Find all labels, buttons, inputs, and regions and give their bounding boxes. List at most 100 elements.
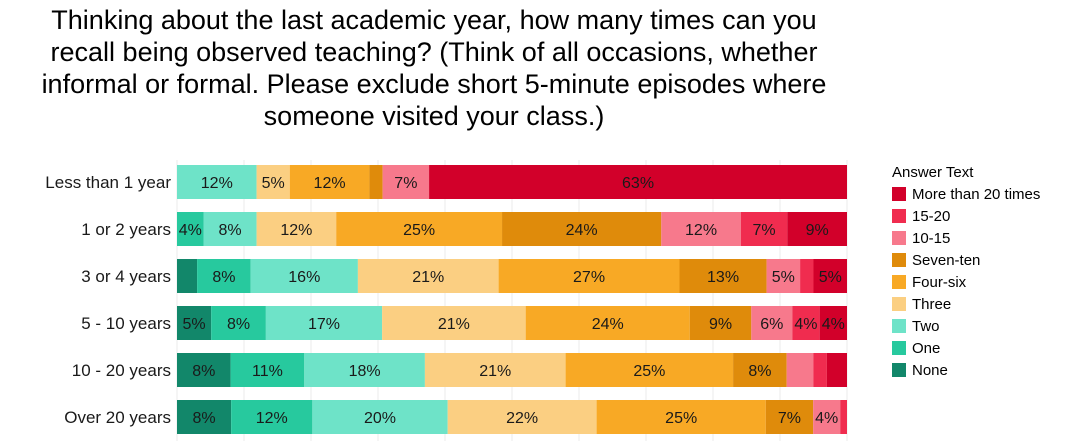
y-axis-tick-labels: Less than 1 year 1 or 2 years 3 or 4 years… xyxy=(45,173,171,427)
bar-segment xyxy=(525,306,690,340)
bar-segment xyxy=(250,259,358,293)
legend-swatch xyxy=(892,297,906,311)
data-label: 4% xyxy=(815,410,838,427)
legend-item: Four-six xyxy=(892,271,1040,293)
bar-segment xyxy=(211,306,266,340)
bar-segment xyxy=(197,259,251,293)
legend-label: Three xyxy=(912,295,952,313)
data-label: 11% xyxy=(252,363,283,380)
gridlines xyxy=(176,160,848,441)
bar-segment xyxy=(382,165,430,199)
bar-segment xyxy=(231,400,313,434)
data-label: 9% xyxy=(806,222,829,239)
bar-segment xyxy=(357,259,499,293)
bar-segment xyxy=(256,165,290,199)
data-label: 8% xyxy=(219,222,242,239)
legend-title: Answer Text xyxy=(892,164,974,181)
legend-label: 15-20 xyxy=(912,207,951,225)
data-label: 7% xyxy=(753,222,776,239)
y-tick-label: 10 - 20 years xyxy=(72,361,171,380)
bar-segment xyxy=(265,306,383,340)
bar-segment xyxy=(502,212,662,246)
data-label: 21% xyxy=(438,316,470,333)
legend-label: Seven-ten xyxy=(912,251,981,269)
bar-segment xyxy=(661,212,741,246)
data-label: 24% xyxy=(566,222,598,239)
legend-swatch xyxy=(892,209,906,223)
bar-segment xyxy=(787,212,847,246)
bar-segment xyxy=(786,353,814,387)
bar-segment xyxy=(498,259,680,293)
bar-segment xyxy=(792,306,820,340)
legend-swatch xyxy=(892,231,906,245)
bar-segment xyxy=(813,353,827,387)
data-label: 7% xyxy=(778,410,801,427)
legend-swatch xyxy=(892,341,906,355)
bar-segment xyxy=(312,400,448,434)
data-label: 5% xyxy=(183,316,206,333)
bar-segment xyxy=(230,353,305,387)
legend-item: More than 20 times xyxy=(892,183,1040,205)
bar-segment xyxy=(596,400,766,434)
bar-segment xyxy=(766,259,801,293)
data-label: 27% xyxy=(573,269,605,286)
bar-segment xyxy=(819,306,847,340)
bar-segment xyxy=(447,400,597,434)
data-label: 7% xyxy=(394,175,417,192)
data-label: 8% xyxy=(748,363,771,380)
legend-label: More than 20 times xyxy=(912,185,1041,203)
bar-segment xyxy=(565,353,734,387)
data-label: 12% xyxy=(201,175,233,192)
bar-segment xyxy=(679,259,767,293)
legend-swatch xyxy=(892,319,906,333)
chart-title-line: informal or formal. Please exclude short… xyxy=(41,69,827,99)
legend-label: Two xyxy=(912,317,940,335)
bar-segment xyxy=(424,353,566,387)
data-label: 4% xyxy=(794,316,817,333)
legend-swatch xyxy=(892,253,906,267)
legend-label: Four-six xyxy=(912,273,967,291)
bar-segment xyxy=(177,400,232,434)
bar-segment xyxy=(733,353,787,387)
chart-title-line: Thinking about the last academic year, h… xyxy=(51,5,817,35)
data-label: 25% xyxy=(403,222,435,239)
bar-segment xyxy=(256,212,337,246)
bar-segment xyxy=(177,259,198,293)
legend: Answer Text More than 20 times 15-20 10-15… xyxy=(892,163,1040,381)
bar-segments xyxy=(177,165,847,434)
bar-segment xyxy=(813,400,841,434)
legend-label: 10-15 xyxy=(912,229,951,247)
bar-segment xyxy=(203,212,257,246)
legend-item: Three xyxy=(892,293,1040,315)
bar-segment xyxy=(813,259,847,293)
y-tick-label: 5 - 10 years xyxy=(81,314,171,333)
data-label: 22% xyxy=(506,410,538,427)
chart-title: Thinking about the last academic year, h… xyxy=(0,4,868,132)
y-tick-label: 3 or 4 years xyxy=(81,267,171,286)
data-label: 24% xyxy=(592,316,624,333)
data-label: 8% xyxy=(193,410,216,427)
data-label: 20% xyxy=(364,410,396,427)
bar-segment xyxy=(382,306,526,340)
bar-segment xyxy=(336,212,503,246)
data-label: 16% xyxy=(288,269,320,286)
data-label: 8% xyxy=(212,269,235,286)
bar-segment xyxy=(800,259,814,293)
legend-item: Seven-ten xyxy=(892,249,1040,271)
legend-item: None xyxy=(892,359,1040,381)
legend-item: Two xyxy=(892,315,1040,337)
data-label: 5% xyxy=(262,175,285,192)
chart-title-line: recall being observed teaching? (Think o… xyxy=(50,37,818,67)
legend-label: None xyxy=(912,361,948,379)
chart-title-line: someone visited your class.) xyxy=(263,101,605,131)
bar-segment xyxy=(689,306,752,340)
bar-segment xyxy=(289,165,370,199)
bar-segment xyxy=(826,353,847,387)
data-label: 9% xyxy=(709,316,732,333)
data-label: 21% xyxy=(412,269,444,286)
legend-item: 10-15 xyxy=(892,227,1040,249)
data-label: 5% xyxy=(819,269,842,286)
data-label: 12% xyxy=(314,175,346,192)
bar-segment xyxy=(177,165,257,199)
